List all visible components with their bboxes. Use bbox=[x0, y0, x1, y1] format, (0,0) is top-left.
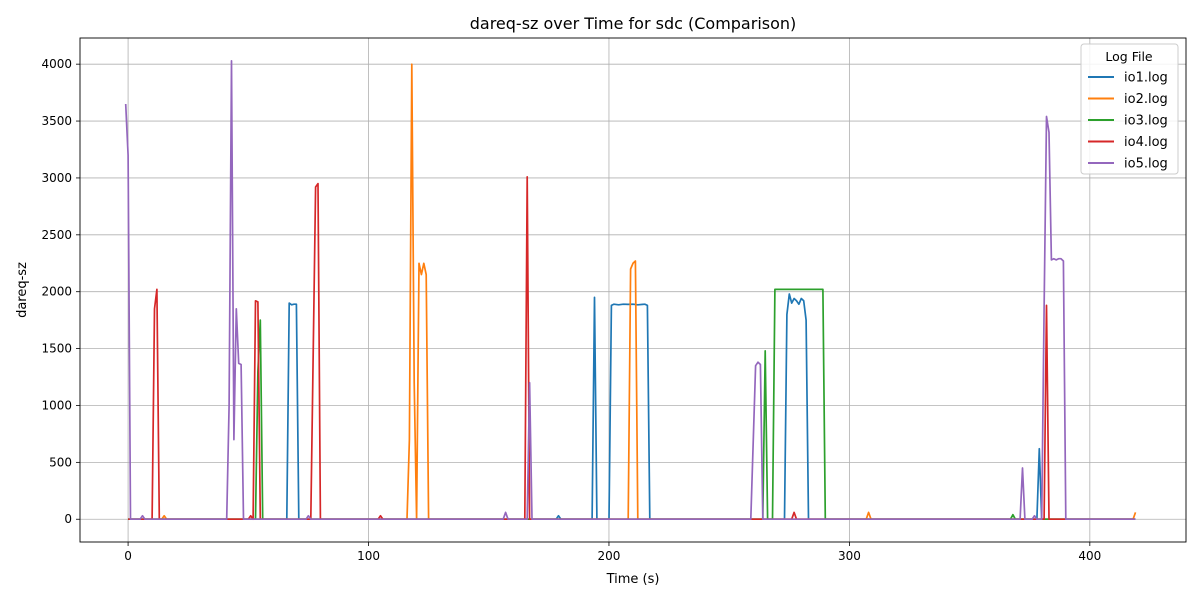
x-tick-label: 400 bbox=[1078, 549, 1101, 563]
legend-label: io2.log bbox=[1124, 92, 1168, 107]
plot-area bbox=[80, 38, 1186, 542]
chart-title: dareq-sz over Time for sdc (Comparison) bbox=[470, 14, 797, 33]
x-tick-label: 100 bbox=[357, 549, 380, 563]
y-tick-label: 4000 bbox=[41, 57, 72, 71]
x-tick-label: 200 bbox=[598, 549, 621, 563]
y-tick-label: 500 bbox=[49, 455, 72, 469]
y-tick-label: 3000 bbox=[41, 171, 72, 185]
legend-title: Log File bbox=[1105, 49, 1153, 64]
legend-label: io3.log bbox=[1124, 114, 1168, 129]
x-tick-label: 0 bbox=[124, 549, 132, 563]
y-axis-label: dareq-sz bbox=[15, 262, 30, 318]
series-line-io5-log bbox=[124, 59, 1136, 521]
grid-lines bbox=[80, 38, 1186, 542]
y-tick-label: 2500 bbox=[41, 228, 72, 242]
series-lines bbox=[124, 59, 1137, 521]
y-tick-label: 2000 bbox=[41, 285, 72, 299]
y-tick-label: 3500 bbox=[41, 114, 72, 128]
y-tick-label: 1500 bbox=[41, 342, 72, 356]
y-tick-label: 0 bbox=[64, 512, 72, 526]
plot-frame bbox=[79, 37, 1187, 543]
y-tick-label: 1000 bbox=[41, 398, 72, 412]
legend-label: io1.log bbox=[1124, 71, 1168, 86]
x-tick-label: 300 bbox=[838, 549, 861, 563]
x-axis-label: Time (s) bbox=[606, 572, 660, 587]
legend-label: io4.log bbox=[1124, 135, 1168, 150]
legend: Log File io1.log io2.log io3.log io4.log io5… bbox=[1080, 43, 1179, 175]
legend-label: io5.log bbox=[1124, 157, 1168, 172]
axis-ticks: 0 100 200 300 400050010001500200025003000350… bbox=[41, 57, 1101, 563]
